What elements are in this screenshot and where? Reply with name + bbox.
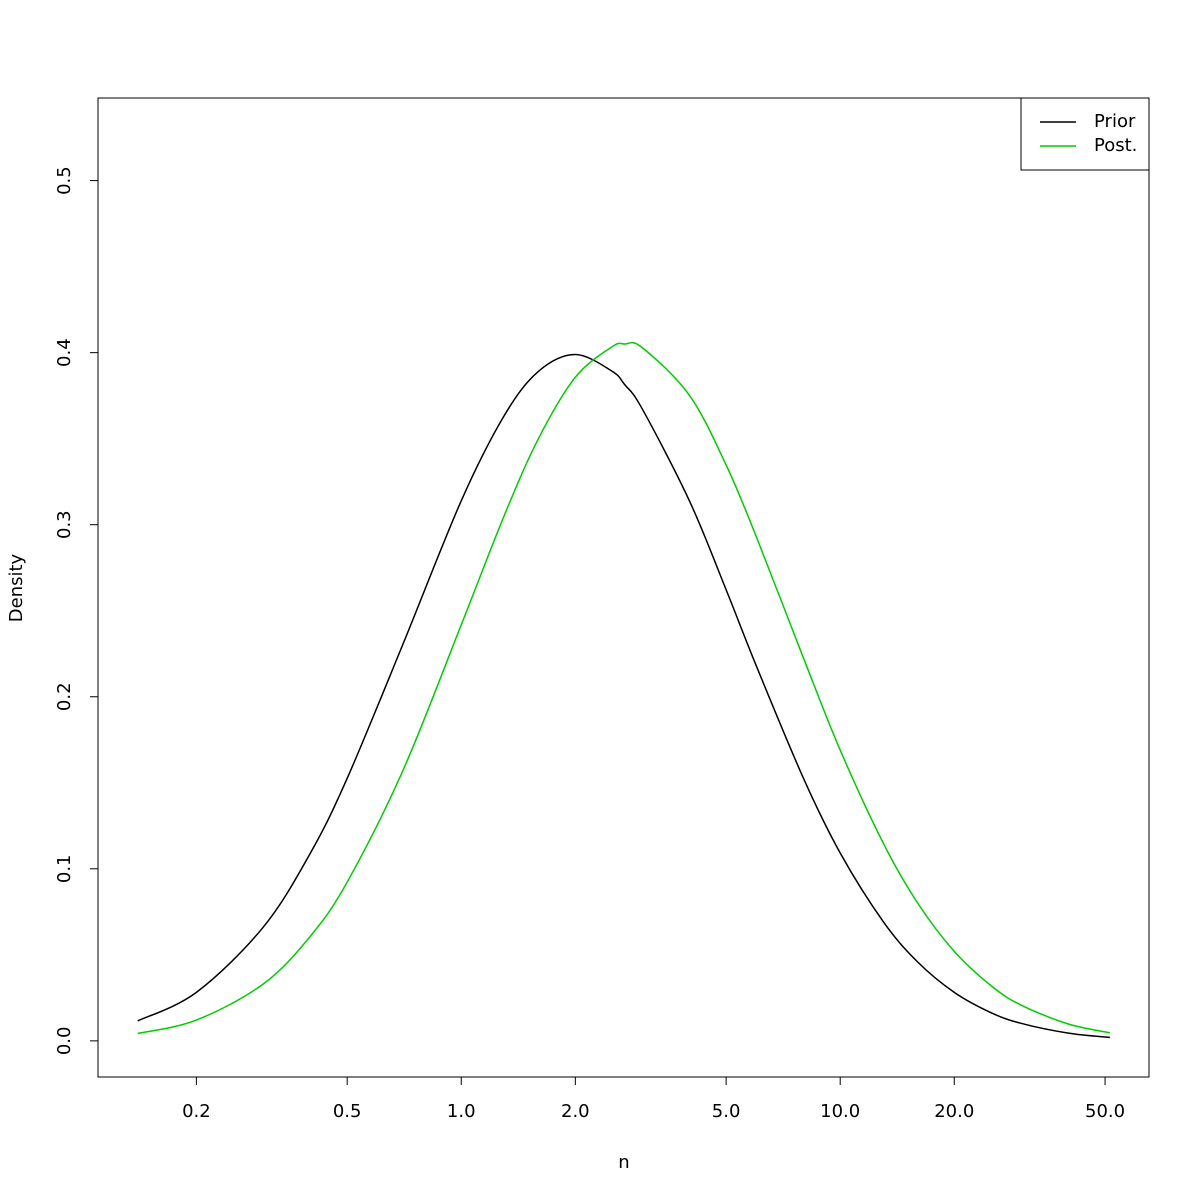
x-tick-label: 2.0 bbox=[561, 1101, 590, 1122]
y-tick-label: 0.0 bbox=[54, 1027, 75, 1056]
legend-label: Prior bbox=[1094, 111, 1136, 132]
x-tick-label: 0.2 bbox=[182, 1101, 211, 1122]
series-line bbox=[137, 353, 1111, 1039]
series-line bbox=[137, 341, 1111, 1035]
y-tick-label: 0.4 bbox=[54, 338, 75, 367]
x-tick-label: 50.0 bbox=[1085, 1101, 1125, 1122]
plot-frame bbox=[97, 97, 1150, 1078]
legend-box bbox=[1020, 97, 1150, 171]
x-tick-label: 5.0 bbox=[712, 1101, 741, 1122]
y-axis-label: Density bbox=[6, 553, 27, 622]
x-tick-label: 1.0 bbox=[447, 1101, 476, 1122]
x-axis-label: n bbox=[618, 1152, 629, 1173]
y-tick-label: 0.3 bbox=[54, 510, 75, 539]
y-tick-label: 0.1 bbox=[54, 854, 75, 883]
y-tick-label: 0.5 bbox=[54, 166, 75, 195]
y-tick-label: 0.2 bbox=[54, 682, 75, 711]
x-tick-label: 20.0 bbox=[934, 1101, 974, 1122]
x-tick-label: 10.0 bbox=[820, 1101, 860, 1122]
x-tick-label: 0.5 bbox=[333, 1101, 362, 1122]
legend-label: Post. bbox=[1094, 135, 1137, 156]
